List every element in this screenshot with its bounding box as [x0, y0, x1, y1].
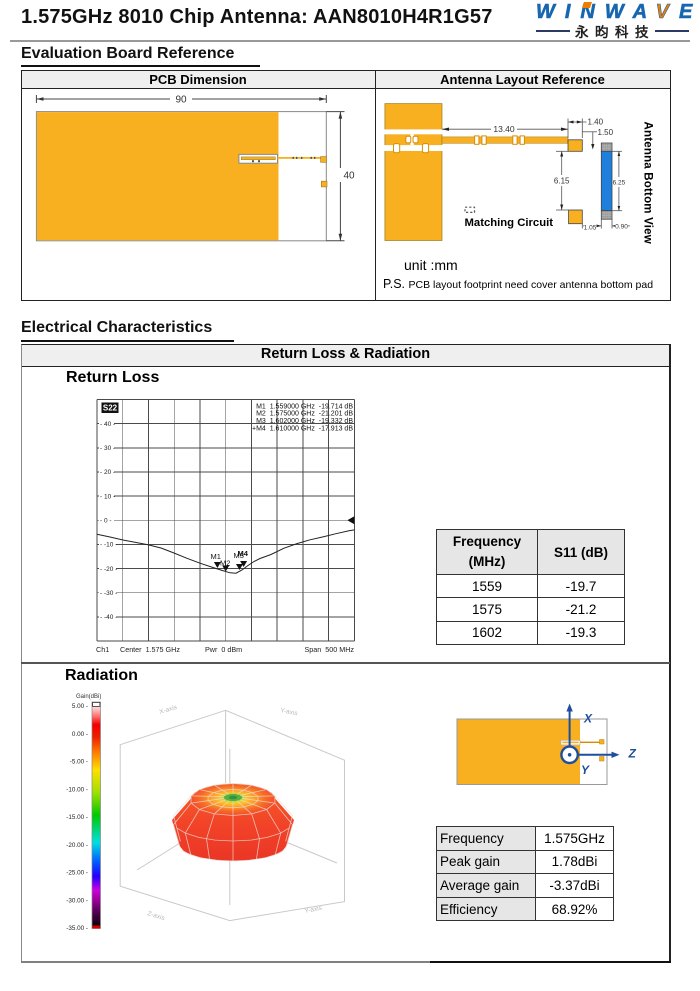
- svg-text:M1 1.559000 GHz -19.714 dB: M1 1.559000 GHz -19.714 dB: [256, 403, 353, 410]
- svg-text:M2: M2: [220, 559, 230, 568]
- svg-text:1.50: 1.50: [598, 128, 614, 137]
- svg-text:+M4 1.610000 GHz -17.913 dB: +M4 1.610000 GHz -17.913 dB: [252, 425, 353, 432]
- svg-text:- 0 -: - 0 -: [100, 518, 112, 525]
- svg-text:M1: M1: [211, 552, 221, 561]
- svg-text:-10.00 -: -10.00 -: [66, 786, 88, 793]
- svg-text:90: 90: [175, 95, 187, 106]
- svg-text:Ch1: Ch1: [96, 645, 109, 654]
- svg-text:5.00 -: 5.00 -: [72, 703, 88, 710]
- svg-text:40: 40: [344, 171, 356, 182]
- svg-text:- -20 -: - -20 -: [100, 566, 117, 573]
- svg-text:- -10 -: - -10 -: [100, 542, 117, 549]
- svg-text:X: X: [583, 712, 593, 726]
- svg-text:M4: M4: [238, 549, 249, 558]
- svg-text:Pwr 0 dBm: Pwr 0 dBm: [205, 645, 242, 654]
- svg-text:Y: Y: [581, 763, 590, 777]
- svg-text:- 10 -: - 10 -: [100, 493, 115, 500]
- svg-text:Gain(dBi): Gain(dBi): [76, 694, 101, 700]
- svg-text:6.25: 6.25: [613, 180, 626, 187]
- svg-text:0.90: 0.90: [615, 223, 628, 230]
- svg-text:6.15: 6.15: [554, 177, 570, 186]
- svg-text:M3: M3: [234, 551, 244, 560]
- svg-text:1.40: 1.40: [588, 118, 604, 127]
- svg-text:-25.00 -: -25.00 -: [66, 870, 88, 877]
- svg-text:- 40 -: - 40 -: [100, 421, 115, 428]
- svg-text:-5.00 -: -5.00 -: [70, 759, 88, 766]
- svg-text:- -30 -: - -30 -: [100, 590, 117, 597]
- svg-text:- 20 -: - 20 -: [100, 469, 115, 476]
- svg-text:Y-axis: Y-axis: [304, 905, 323, 915]
- svg-text:Center 1.575 GHz: Center 1.575 GHz: [120, 645, 180, 654]
- svg-text:1.05: 1.05: [584, 224, 597, 231]
- svg-text:M3 1.602000 GHz -19.332 dB: M3 1.602000 GHz -19.332 dB: [256, 418, 353, 425]
- svg-text:Y-axis: Y-axis: [280, 707, 299, 717]
- svg-text:Z: Z: [628, 747, 637, 761]
- svg-text:0.00 -: 0.00 -: [72, 731, 88, 738]
- svg-text:M2 1.575000 GHz -21.201 dB: M2 1.575000 GHz -21.201 dB: [256, 411, 353, 418]
- svg-text:-20.00 -: -20.00 -: [66, 842, 88, 849]
- svg-text:-30.00 -: -30.00 -: [66, 897, 88, 904]
- svg-text:-35.00 -: -35.00 -: [66, 925, 88, 932]
- svg-text:- -40 -: - -40 -: [100, 614, 117, 621]
- svg-text:-15.00 -: -15.00 -: [66, 814, 88, 821]
- svg-text:13.40: 13.40: [493, 124, 515, 134]
- svg-text:- 30 -: - 30 -: [100, 445, 115, 452]
- svg-text:Span 500 MHz: Span 500 MHz: [304, 645, 354, 654]
- svg-text:S22: S22: [103, 404, 118, 413]
